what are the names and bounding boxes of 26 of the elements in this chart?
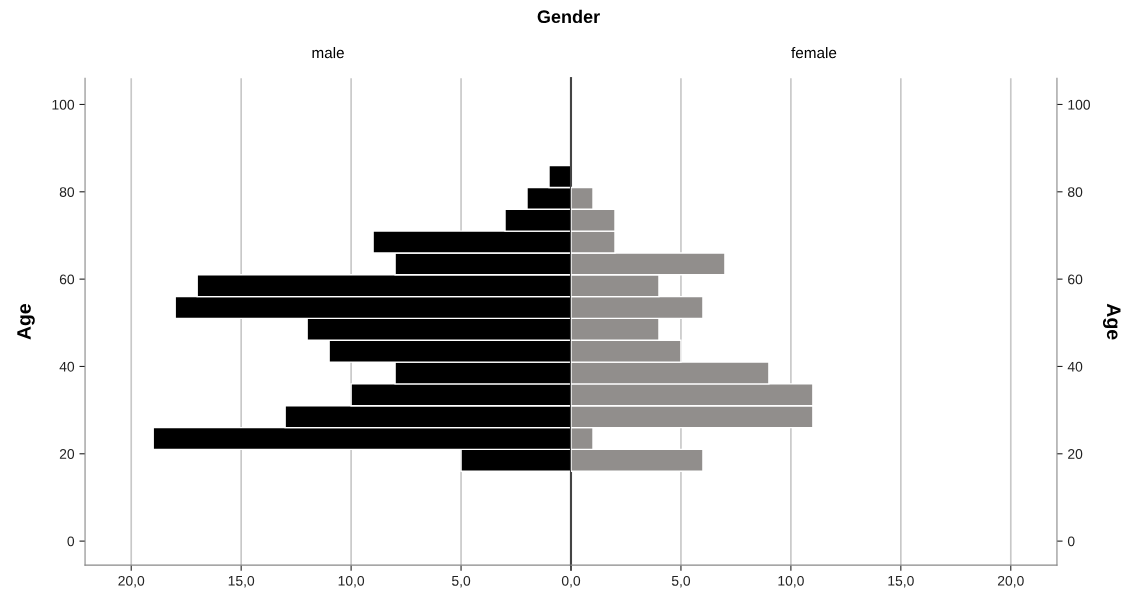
y-tick-label: 100 [52, 99, 75, 110]
y-axis-title: Age [17, 304, 35, 340]
x-tick-label: 10,0 [338, 575, 365, 588]
x-tick-label: 20,0 [118, 575, 145, 588]
chart-subtitle: male [312, 46, 344, 59]
x-tick-label: 15,0 [888, 575, 914, 588]
chart-subtitle: female [791, 46, 837, 59]
x-tick-label: 5,0 [671, 575, 691, 588]
y-tick-label: 60 [1068, 274, 1083, 285]
x-tick-label: 5,0 [451, 575, 471, 588]
y-axis-title: Age [1102, 303, 1121, 340]
x-tick-label: 10,0 [778, 575, 804, 588]
y-tick-label: 0 [67, 536, 75, 547]
y-tick-label: 40 [1067, 361, 1083, 372]
y-tick-label: 80 [1067, 187, 1083, 197]
x-tick-label: 15,0 [228, 575, 255, 588]
chart-title: Gender [537, 9, 600, 24]
y-tick-label: 100 [1068, 99, 1090, 110]
y-tick-label: 20 [1068, 449, 1083, 459]
y-tick-label: 60 [59, 274, 75, 285]
x-tick-label: 20,0 [997, 575, 1024, 588]
y-tick-label: 0 [1067, 536, 1075, 547]
y-tick-label: 20 [59, 449, 75, 459]
y-tick-label: 40 [59, 361, 75, 372]
y-tick-label: 80 [59, 187, 75, 197]
x-tick-label: 0,0 [561, 575, 581, 588]
